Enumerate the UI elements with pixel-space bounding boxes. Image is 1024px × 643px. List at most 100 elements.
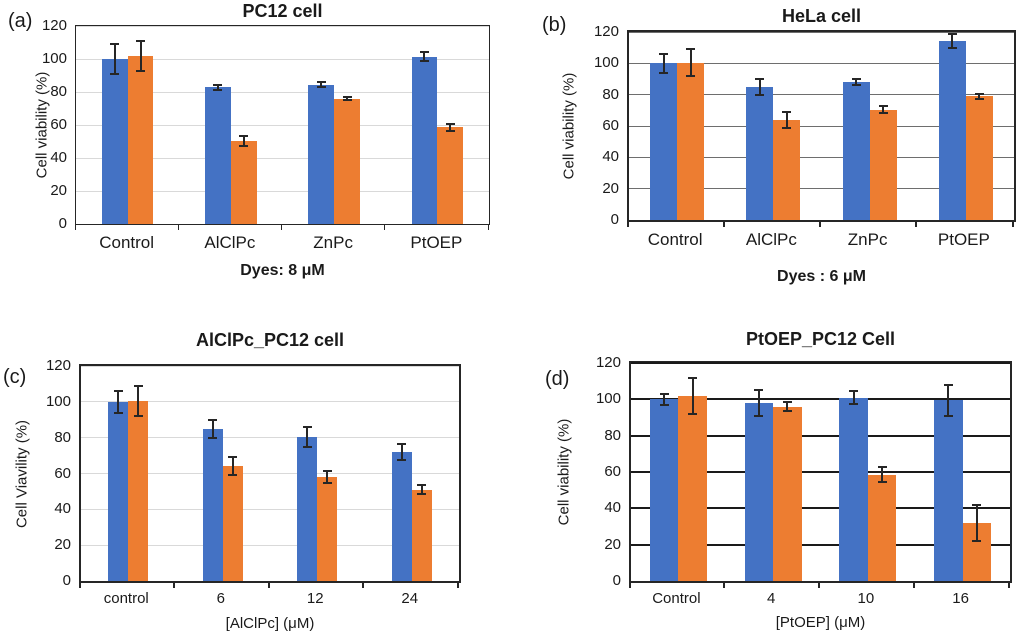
y-tick-label: 40 <box>54 500 71 518</box>
error-bar-cap <box>974 97 984 100</box>
error-bar <box>691 377 694 414</box>
error-bar-cap <box>417 484 427 487</box>
gridline <box>631 471 1010 473</box>
error-bar-cap <box>782 410 792 413</box>
error-bar <box>951 34 954 49</box>
error-bar-cap <box>213 88 223 91</box>
error-bar <box>216 84 219 90</box>
bar-blue <box>297 436 318 581</box>
y-axis-title: Cell viability (%) <box>560 72 578 180</box>
gridline <box>81 508 459 510</box>
x-axis-tick <box>915 222 918 227</box>
gridline <box>81 401 459 403</box>
error-bar-cap <box>877 480 887 483</box>
gridline <box>631 543 1010 546</box>
y-tick-label: 20 <box>604 535 621 553</box>
error-bar-cap <box>316 86 326 89</box>
error-bar-cap <box>136 39 146 42</box>
bar-blue <box>649 399 679 581</box>
y-tick-label: 20 <box>54 536 71 554</box>
error-bar-cap <box>659 71 669 74</box>
error-bar <box>139 40 142 71</box>
x-category-label: ZnPc <box>847 230 888 249</box>
bar-orange <box>867 474 897 581</box>
y-tick-label: 20 <box>602 179 619 197</box>
x-axis-tick <box>819 222 821 227</box>
error-bar <box>420 485 423 495</box>
chart-panel-d: (d) PtOEP_PC12 Cell Cell viability (%) [… <box>512 322 1024 643</box>
x-axis-tick <box>74 225 76 230</box>
error-bar-cap <box>417 493 427 496</box>
y-tick-label: 20 <box>50 182 67 199</box>
error-bar <box>881 467 884 482</box>
chart-title: HeLa cell <box>781 6 862 26</box>
y-tick-label: 80 <box>604 426 621 444</box>
x-category-label: 24 <box>401 590 419 607</box>
error-bar <box>689 49 692 76</box>
bar-blue <box>842 82 870 220</box>
error-bar-cap <box>110 43 120 46</box>
gridline <box>81 473 459 474</box>
error-bar-cap <box>688 412 698 415</box>
panel-letter: (b) <box>542 14 567 36</box>
y-tick-label: 100 <box>41 50 67 67</box>
x-axis-tick <box>362 583 364 588</box>
gridline <box>76 91 489 93</box>
x-axis-tick <box>177 225 179 230</box>
error-bar-cap <box>302 425 312 428</box>
error-bar <box>785 111 788 128</box>
bar-blue <box>839 397 868 581</box>
x-category-label: PtOEP <box>410 233 463 252</box>
error-bar-cap <box>445 129 455 132</box>
x-axis-tick <box>78 583 81 588</box>
x-category-label: 12 <box>306 590 324 607</box>
error-bar-cap <box>878 111 888 114</box>
x-category-label: 4 <box>766 590 776 607</box>
bar-blue <box>391 452 412 581</box>
error-bar-cap <box>686 74 696 77</box>
error-bar-cap <box>659 403 669 406</box>
x-axis-tick <box>723 583 726 588</box>
bar-orange <box>334 98 360 224</box>
y-tick-label: 120 <box>593 23 619 40</box>
x-category-label: ZnPc <box>313 233 353 252</box>
gridline <box>629 94 1014 96</box>
x-axis-tick <box>722 222 725 227</box>
x-axis-title: [AlClPc] (μM) <box>225 615 315 632</box>
x-category-label: 6 <box>216 590 225 607</box>
bar-blue <box>308 84 335 224</box>
gridline <box>76 157 489 159</box>
bar-orange <box>222 466 243 581</box>
bar-orange <box>678 395 707 581</box>
bar-blue <box>938 41 966 220</box>
gridline <box>76 25 489 27</box>
error-bar-cap <box>972 540 982 543</box>
bar-blue <box>746 86 774 220</box>
x-category-label: Control <box>652 590 701 607</box>
y-tick-label: 40 <box>50 149 67 166</box>
error-bar <box>758 79 761 95</box>
error-bar-cap <box>974 92 984 95</box>
x-axis-tick <box>456 583 459 588</box>
error-bar-cap <box>947 47 957 50</box>
x-category-label: 10 <box>857 590 875 607</box>
y-tick-label: 120 <box>45 357 71 374</box>
error-bar-cap <box>113 411 123 414</box>
y-tick-label: 80 <box>54 428 71 446</box>
y-axis-title: Cell Viavility (%) <box>13 419 31 529</box>
bar-orange <box>230 140 257 224</box>
y-tick-label: 60 <box>602 117 619 134</box>
error-bar <box>117 391 120 413</box>
error-bar-cap <box>782 401 792 404</box>
error-bar-cap <box>878 105 888 108</box>
error-bar <box>242 135 245 146</box>
error-bar <box>852 391 855 404</box>
y-tick-label: 100 <box>593 54 619 72</box>
error-bar <box>947 384 950 416</box>
bar-orange <box>965 96 993 220</box>
gridline <box>81 437 459 439</box>
bar-blue <box>411 56 438 224</box>
error-bar <box>326 470 329 484</box>
y-tick-label: 100 <box>45 392 71 410</box>
error-bar-cap <box>110 72 120 75</box>
